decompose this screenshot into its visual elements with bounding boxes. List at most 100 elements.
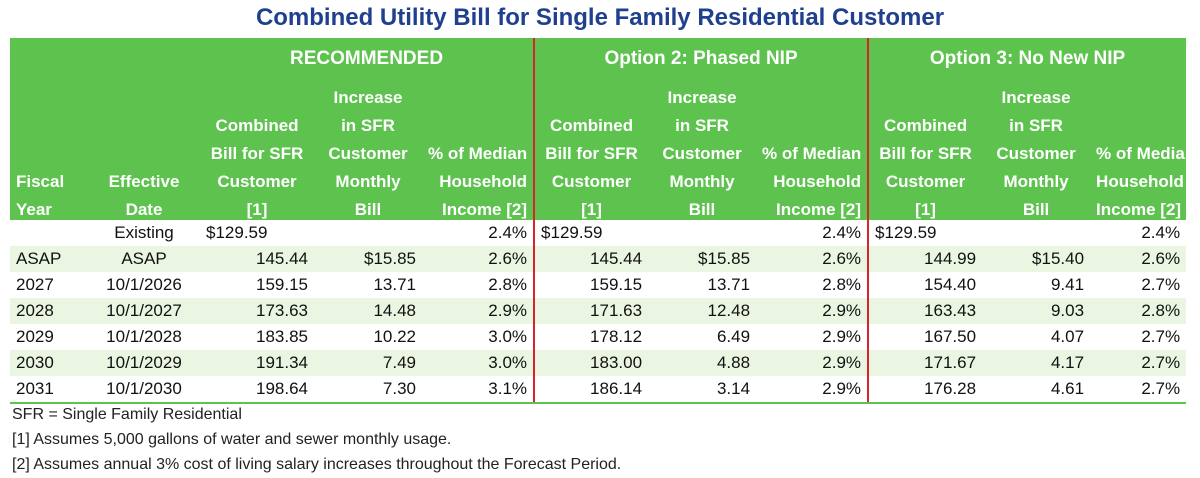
- cell-monthly-increase: 7.49: [314, 350, 422, 376]
- cell-combined-bill: 159.15: [533, 272, 649, 298]
- group-header-recommended: RECOMMENDED: [200, 38, 535, 80]
- cell-combined-bill: 176.28: [867, 376, 983, 404]
- col-header-increase: Increase: [982, 80, 1091, 108]
- cell-monthly-increase: $15.85: [314, 246, 422, 272]
- cell-monthly-increase: 4.88: [648, 350, 757, 376]
- col-header-increase: Customer: [314, 136, 422, 164]
- cell-combined-bill: 144.99: [867, 246, 983, 272]
- cell-fiscal-year: ASAP: [10, 246, 88, 272]
- col-header-combined: [1]: [533, 192, 649, 220]
- col-header-combined: Customer: [200, 164, 314, 192]
- col-header-combined: Customer: [533, 164, 649, 192]
- cell-median-income-pct: 2.8%: [756, 272, 869, 298]
- cell-median-income-pct: 2.8%: [1090, 298, 1187, 324]
- footnotes: SFR = Single Family Residential [1] Assu…: [12, 402, 621, 477]
- cell-median-income-pct: 3.1%: [422, 376, 535, 404]
- cell-monthly-increase: 13.71: [314, 272, 422, 298]
- cell-median-income-pct: 2.4%: [422, 220, 535, 246]
- cell-fiscal-year: 2027: [10, 272, 88, 298]
- cell-median-income-pct: 2.9%: [756, 376, 869, 404]
- table-row: Existing $129.59 2.4% $129.59 2.4% $129.59 2.4…: [10, 220, 1187, 246]
- footnote: [1] Assumes 5,000 gallons of water and s…: [12, 431, 452, 448]
- cell-fiscal-year: 2028: [10, 298, 88, 324]
- cell-median-income-pct: 2.4%: [1090, 220, 1187, 246]
- table-row: ASAP ASAP 145.44 $15.85 2.6% 145.44 $15.85 2.6%…: [10, 246, 1187, 272]
- cell-monthly-increase: 10.22: [314, 324, 422, 350]
- col-header-combined: Bill for SFR: [867, 136, 983, 164]
- col-header-median: % of Median: [1090, 136, 1195, 164]
- cell-combined-bill: 198.64: [200, 376, 314, 404]
- col-header-fiscal-year: Year: [10, 192, 88, 220]
- col-header-combined: Combined: [533, 108, 649, 136]
- col-header-effective-date: Date: [88, 192, 200, 220]
- cell-effective-date: 10/1/2028: [88, 324, 200, 350]
- cell-effective-date: Existing: [88, 220, 200, 246]
- cell-median-income-pct: 2.6%: [1090, 246, 1187, 272]
- col-header-median: % of Median: [756, 136, 869, 164]
- cell-combined-bill: 178.12: [533, 324, 649, 350]
- group-header-option-2: Option 2: Phased NIP: [533, 38, 869, 80]
- table-title: Combined Utility Bill for Single Family …: [255, 4, 945, 31]
- cell-median-income-pct: 2.9%: [422, 298, 535, 324]
- col-header-increase: Monthly: [982, 164, 1091, 192]
- col-header-combined: Combined: [200, 108, 314, 136]
- cell-monthly-increase: 4.17: [982, 350, 1091, 376]
- col-header-increase: Monthly: [314, 164, 422, 192]
- col-header-median: Household: [422, 164, 535, 192]
- col-header-increase: Bill: [648, 192, 757, 220]
- table-row: 2031 10/1/2030 198.64 7.30 3.1% 186.14 3.14 2.9…: [10, 376, 1187, 404]
- col-header-median: Household: [1090, 164, 1187, 192]
- col-header-combined: [1]: [867, 192, 983, 220]
- cell-monthly-increase: 4.07: [982, 324, 1091, 350]
- col-header-increase: in SFR: [982, 108, 1091, 136]
- cell-fiscal-year: [10, 220, 88, 246]
- cell-monthly-increase: 12.48: [648, 298, 757, 324]
- footnote: SFR = Single Family Residential: [12, 406, 242, 423]
- cell-monthly-increase: [314, 220, 422, 246]
- cell-monthly-increase: $15.85: [648, 246, 757, 272]
- col-header-effective-date: Effective: [88, 164, 200, 192]
- col-header-median: Income [2]: [756, 192, 869, 220]
- cell-monthly-increase: 14.48: [314, 298, 422, 324]
- cell-monthly-increase: 13.71: [648, 272, 757, 298]
- table-row: 2029 10/1/2028 183.85 10.22 3.0% 178.12 6.49 2.…: [10, 324, 1187, 350]
- cell-monthly-increase: 4.61: [982, 376, 1091, 404]
- col-header-fiscal-year: Fiscal: [10, 164, 88, 192]
- col-header-median: Income [2]: [422, 192, 535, 220]
- group-header-option-3: Option 3: No New NIP: [867, 38, 1187, 80]
- col-header-increase: in SFR: [648, 108, 757, 136]
- cell-fiscal-year: 2031: [10, 376, 88, 404]
- col-header-median: Household: [756, 164, 869, 192]
- cell-combined-bill: 183.85: [200, 324, 314, 350]
- cell-monthly-increase: [648, 220, 757, 246]
- cell-median-income-pct: 2.7%: [1090, 272, 1187, 298]
- cell-median-income-pct: 2.4%: [756, 220, 869, 246]
- col-header-combined: [1]: [200, 192, 314, 220]
- cell-median-income-pct: 3.0%: [422, 324, 535, 350]
- col-header-increase: Monthly: [648, 164, 757, 192]
- cell-median-income-pct: 2.9%: [756, 350, 869, 376]
- cell-fiscal-year: 2029: [10, 324, 88, 350]
- cell-median-income-pct: 2.6%: [756, 246, 869, 272]
- cell-median-income-pct: 2.7%: [1090, 350, 1187, 376]
- cell-monthly-increase: 7.30: [314, 376, 422, 404]
- cell-median-income-pct: 3.0%: [422, 350, 535, 376]
- cell-combined-bill: $129.59: [200, 220, 314, 246]
- cell-monthly-increase: $15.40: [982, 246, 1091, 272]
- cell-fiscal-year: 2030: [10, 350, 88, 376]
- col-header-median: % of Median: [422, 136, 535, 164]
- table-row: 2028 10/1/2027 173.63 14.48 2.9% 171.63 12.48 2…: [10, 298, 1187, 324]
- cell-combined-bill: 163.43: [867, 298, 983, 324]
- cell-monthly-increase: 9.03: [982, 298, 1091, 324]
- cell-combined-bill: 154.40: [867, 272, 983, 298]
- cell-combined-bill: 145.44: [533, 246, 649, 272]
- col-header-increase: Bill: [314, 192, 422, 220]
- col-header-combined: Bill for SFR: [533, 136, 649, 164]
- utility-bill-table: RECOMMENDED Option 2: Phased NIP Option …: [10, 38, 1195, 404]
- col-header-increase: Customer: [648, 136, 757, 164]
- cell-combined-bill: 159.15: [200, 272, 314, 298]
- col-header-increase: Bill: [982, 192, 1091, 220]
- cell-median-income-pct: 2.6%: [422, 246, 535, 272]
- cell-combined-bill: 171.67: [867, 350, 983, 376]
- col-header-increase: Increase: [648, 80, 757, 108]
